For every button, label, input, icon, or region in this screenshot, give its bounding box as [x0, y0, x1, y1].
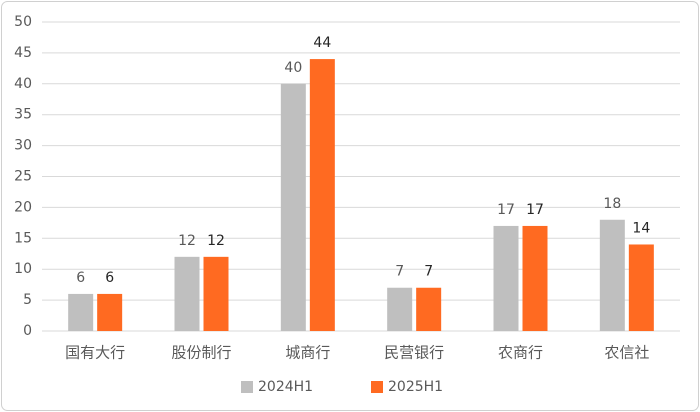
y-tick-label: 25	[14, 169, 32, 185]
bar	[97, 293, 123, 331]
x-tick-label: 股份制行	[171, 344, 231, 362]
x-tick-label: 民营银行	[384, 344, 444, 362]
x-tick-label: 农商行	[498, 344, 543, 362]
y-tick-label: 15	[14, 230, 32, 246]
y-tick-label: 20	[14, 199, 32, 215]
data-label: 17	[497, 202, 515, 218]
x-tick-label: 城商行	[285, 344, 330, 362]
bar	[599, 219, 625, 331]
data-label: 6	[105, 270, 114, 286]
data-label: 17	[526, 202, 544, 218]
data-label: 12	[178, 233, 196, 249]
bar	[387, 287, 413, 331]
bar	[280, 83, 306, 331]
y-tick-label: 40	[14, 76, 32, 92]
bar	[628, 244, 654, 331]
bar	[522, 225, 548, 331]
data-label: 6	[76, 270, 85, 286]
legend-swatch	[241, 381, 253, 393]
data-label: 12	[207, 233, 225, 249]
data-label: 14	[632, 220, 650, 236]
bar	[493, 225, 519, 331]
y-tick-label: 50	[14, 14, 32, 30]
data-label: 44	[313, 35, 331, 51]
legend-label: 2025H1	[388, 379, 443, 395]
x-tick-label: 国有大行	[65, 344, 125, 362]
y-tick-label: 0	[23, 323, 32, 339]
bar	[203, 256, 229, 331]
bar	[416, 287, 442, 331]
y-tick-label: 30	[14, 138, 32, 154]
data-label: 7	[424, 264, 433, 280]
y-tick-label: 45	[14, 45, 32, 61]
bar	[174, 256, 200, 331]
bar	[309, 59, 335, 332]
data-label: 40	[284, 60, 302, 76]
legend-label: 2024H1	[258, 379, 313, 395]
x-tick-label: 农信社	[604, 344, 649, 362]
data-label: 18	[603, 196, 621, 212]
bar	[68, 293, 94, 331]
y-tick-label: 35	[14, 107, 32, 123]
y-tick-label: 10	[14, 261, 32, 277]
y-tick-label: 5	[23, 292, 32, 308]
legend-swatch	[371, 381, 383, 393]
data-label: 7	[395, 264, 404, 280]
